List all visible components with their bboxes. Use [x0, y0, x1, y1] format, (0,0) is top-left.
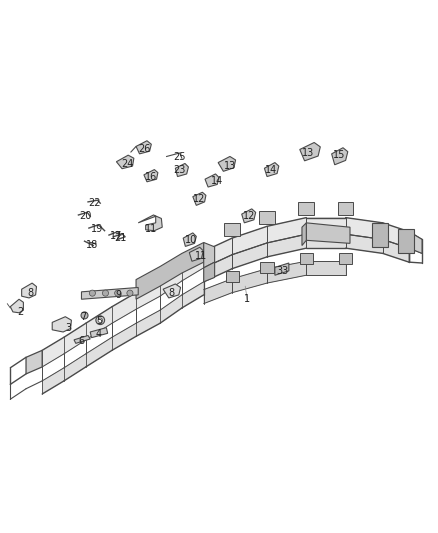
- Text: 24: 24: [121, 159, 134, 169]
- Polygon shape: [74, 335, 90, 343]
- Polygon shape: [224, 223, 240, 236]
- Polygon shape: [136, 141, 151, 154]
- Text: 20: 20: [80, 211, 92, 221]
- Circle shape: [98, 318, 102, 322]
- Text: 12: 12: [193, 194, 205, 204]
- Text: 21: 21: [115, 233, 127, 243]
- Polygon shape: [302, 223, 306, 246]
- Polygon shape: [242, 209, 256, 223]
- Polygon shape: [11, 299, 23, 313]
- Circle shape: [115, 290, 121, 296]
- Text: 23: 23: [173, 165, 186, 175]
- Polygon shape: [26, 350, 42, 374]
- Polygon shape: [409, 231, 422, 253]
- Polygon shape: [138, 215, 162, 231]
- Circle shape: [96, 316, 105, 325]
- Text: 4: 4: [96, 329, 102, 339]
- Text: 2: 2: [17, 308, 24, 317]
- Polygon shape: [298, 203, 314, 215]
- Circle shape: [127, 290, 133, 296]
- Text: 12: 12: [244, 211, 256, 221]
- Polygon shape: [52, 317, 71, 332]
- Polygon shape: [193, 192, 206, 205]
- Polygon shape: [189, 247, 203, 261]
- Polygon shape: [204, 243, 215, 268]
- Text: 13: 13: [224, 161, 236, 171]
- Polygon shape: [205, 174, 219, 187]
- Text: 8: 8: [168, 288, 174, 298]
- Text: 33: 33: [276, 266, 289, 276]
- Polygon shape: [372, 223, 388, 247]
- Text: 16: 16: [145, 172, 157, 182]
- Polygon shape: [204, 262, 215, 282]
- Text: 1: 1: [244, 294, 251, 304]
- Polygon shape: [204, 261, 346, 304]
- Polygon shape: [275, 263, 289, 275]
- Polygon shape: [136, 243, 204, 299]
- Text: 10: 10: [184, 235, 197, 245]
- Text: 19: 19: [91, 224, 103, 235]
- Circle shape: [102, 290, 109, 296]
- Polygon shape: [398, 229, 414, 253]
- Polygon shape: [338, 203, 353, 215]
- Polygon shape: [42, 251, 204, 367]
- Text: 8: 8: [27, 288, 33, 298]
- Text: 11: 11: [145, 224, 157, 235]
- Polygon shape: [339, 253, 352, 264]
- Polygon shape: [300, 142, 320, 161]
- Polygon shape: [265, 163, 279, 176]
- Text: 14: 14: [211, 176, 223, 187]
- Polygon shape: [204, 234, 409, 282]
- Text: 3: 3: [65, 322, 71, 333]
- Text: 7: 7: [81, 312, 87, 322]
- Polygon shape: [175, 164, 188, 176]
- Text: 11: 11: [195, 251, 208, 261]
- Text: 22: 22: [88, 198, 101, 208]
- Polygon shape: [117, 155, 134, 169]
- Polygon shape: [218, 157, 236, 171]
- Polygon shape: [42, 282, 204, 394]
- Polygon shape: [81, 287, 138, 299]
- Text: 14: 14: [265, 165, 278, 175]
- Circle shape: [81, 312, 88, 319]
- Polygon shape: [300, 253, 313, 264]
- Text: 25: 25: [173, 152, 186, 163]
- Text: 13: 13: [302, 148, 314, 158]
- Polygon shape: [21, 283, 36, 298]
- Polygon shape: [259, 211, 275, 224]
- Circle shape: [89, 290, 95, 296]
- Text: 18: 18: [86, 240, 99, 249]
- Polygon shape: [306, 223, 350, 244]
- Text: 5: 5: [96, 316, 102, 326]
- Text: 17: 17: [110, 231, 123, 241]
- Polygon shape: [90, 328, 108, 338]
- Text: 15: 15: [333, 150, 345, 160]
- Polygon shape: [183, 233, 196, 246]
- Polygon shape: [332, 148, 348, 165]
- Polygon shape: [163, 284, 180, 298]
- Text: 26: 26: [138, 143, 151, 154]
- Polygon shape: [144, 169, 158, 182]
- Text: 6: 6: [78, 336, 85, 346]
- Text: 9: 9: [116, 290, 122, 300]
- Polygon shape: [204, 217, 409, 268]
- Polygon shape: [261, 262, 274, 273]
- Polygon shape: [226, 271, 239, 282]
